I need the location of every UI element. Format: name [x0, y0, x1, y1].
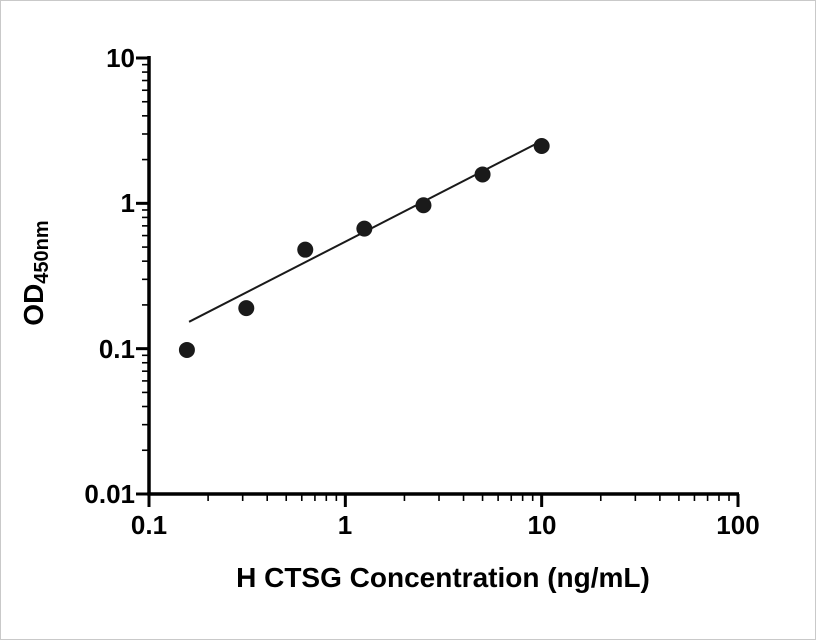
ticks-layer	[136, 56, 740, 507]
x-tick-label-0.1: 0.1	[131, 510, 167, 540]
y-tick-label-1: 1	[121, 188, 135, 218]
data-point	[178, 341, 195, 358]
x-tick-label-1: 1	[338, 510, 352, 540]
data-point	[238, 300, 255, 317]
x-axis-title: H CTSG Concentration (ng/mL)	[236, 562, 650, 593]
data-point	[297, 241, 314, 258]
y-tick-label-10: 10	[106, 43, 135, 73]
y-axis-title: OD450nm	[18, 220, 53, 325]
y-axis-title-subscript: 450nm	[31, 220, 53, 283]
y-tick-label-0.1: 0.1	[99, 334, 135, 364]
data-point	[533, 138, 550, 155]
y-tick-label-0.01: 0.01	[84, 479, 135, 509]
data-point	[356, 220, 373, 237]
data-point	[415, 197, 432, 214]
y-axis-title-main: OD	[18, 284, 49, 326]
x-tick-label-100: 100	[716, 510, 759, 540]
data-series-layer	[178, 138, 550, 358]
x-tick-label-10: 10	[528, 510, 557, 540]
data-point	[474, 166, 491, 183]
